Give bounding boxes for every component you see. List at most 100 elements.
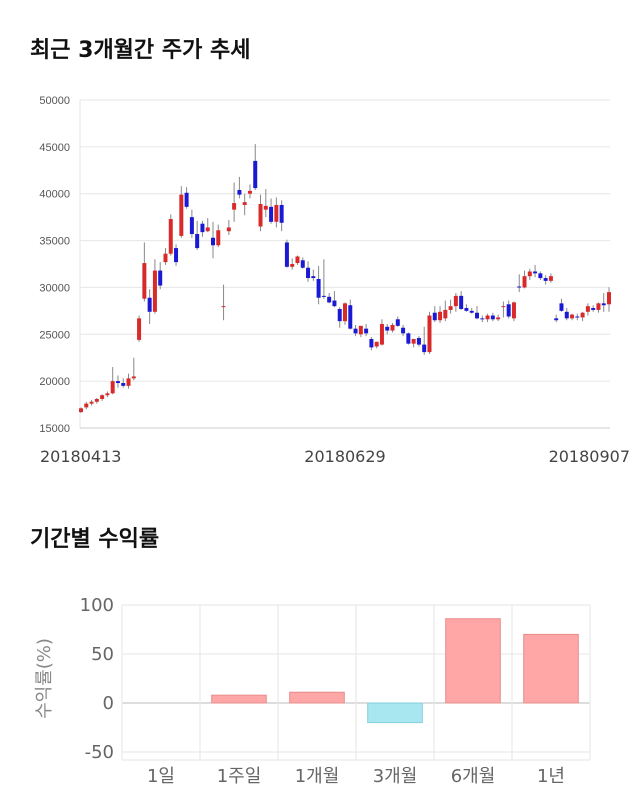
- candle: [321, 259, 326, 299]
- candle-body: [300, 260, 305, 268]
- candle-body: [422, 344, 427, 353]
- candle-body: [575, 316, 580, 318]
- candle-body: [115, 381, 120, 384]
- candle: [607, 287, 611, 312]
- candle: [527, 268, 532, 280]
- candle: [152, 259, 157, 314]
- candle-body: [406, 333, 411, 344]
- candle-body: [94, 398, 99, 402]
- candle: [274, 197, 279, 228]
- candle: [279, 200, 284, 232]
- x-tick-label: 20180629: [304, 447, 385, 466]
- candle-body: [411, 338, 416, 344]
- candle: [580, 311, 585, 322]
- candle-body: [585, 306, 590, 312]
- y-tick-label: 50: [91, 644, 114, 665]
- candle-body: [343, 303, 347, 322]
- y-tick-label: 45000: [39, 142, 70, 154]
- candle: [358, 325, 363, 338]
- candle-body: [364, 328, 369, 334]
- candle-body: [211, 237, 215, 246]
- candle: [221, 284, 226, 321]
- candle: [522, 270, 527, 289]
- candle-body: [311, 276, 316, 279]
- candle: [94, 398, 99, 404]
- candle-body: [459, 295, 464, 309]
- candle-body: [279, 204, 284, 223]
- candle: [179, 186, 184, 238]
- candle-body: [570, 314, 575, 319]
- candle: [538, 271, 543, 280]
- category-label: 1주일: [217, 766, 262, 787]
- candle: [511, 301, 516, 322]
- return-bar: [523, 633, 579, 704]
- candle: [184, 187, 189, 209]
- candle: [374, 341, 379, 349]
- candle: [211, 221, 215, 259]
- y-tick-label: 35000: [39, 236, 70, 248]
- y-tick-label: 20000: [39, 376, 70, 388]
- candle-body: [79, 408, 83, 413]
- candle: [585, 303, 590, 316]
- candle-body: [332, 300, 337, 307]
- candle: [385, 323, 390, 335]
- candle-body: [295, 256, 300, 264]
- candle: [290, 258, 295, 270]
- candle-body: [200, 223, 205, 233]
- candle: [448, 299, 453, 314]
- candle-body: [247, 190, 252, 194]
- candle: [174, 244, 179, 266]
- return-bar: [289, 691, 345, 704]
- candle: [390, 323, 395, 333]
- candle: [453, 293, 458, 312]
- candle: [89, 399, 94, 406]
- candle-body: [353, 328, 358, 334]
- candle-body: [237, 189, 242, 195]
- candle-body: [189, 217, 194, 235]
- candle: [121, 378, 126, 388]
- candle: [459, 291, 464, 310]
- candle-body: [379, 323, 384, 345]
- candle: [337, 307, 342, 328]
- y-tick-label: 50000: [39, 95, 70, 107]
- candle-body: [591, 308, 596, 310]
- candle-body: [527, 271, 532, 277]
- y-axis-label: 수익률(%): [34, 638, 55, 719]
- candle: [205, 218, 210, 233]
- candle-body: [348, 305, 353, 329]
- candle-body: [538, 273, 543, 279]
- candle-body: [596, 303, 601, 310]
- y-tick-label: 0: [103, 693, 114, 714]
- candle: [501, 301, 506, 318]
- candle-body: [480, 318, 485, 320]
- candle-body: [316, 278, 321, 298]
- candle-body: [448, 306, 453, 310]
- candle-body: [427, 315, 432, 353]
- candle-body: [168, 219, 173, 254]
- candle-body: [232, 203, 237, 210]
- candle-body: [110, 381, 115, 394]
- candle: [195, 220, 200, 250]
- candle: [601, 293, 606, 312]
- y-tick-label: 25000: [39, 329, 70, 341]
- candle: [232, 182, 237, 222]
- candle: [216, 224, 221, 248]
- candle: [554, 314, 559, 323]
- candle: [126, 373, 131, 389]
- candle-body: [274, 204, 279, 222]
- candle-body: [131, 376, 136, 379]
- candle-body: [179, 194, 184, 236]
- candle-body: [469, 310, 474, 313]
- candle: [559, 298, 564, 312]
- candle: [490, 312, 495, 322]
- candle-body: [438, 311, 443, 321]
- y-tick-label: 30000: [39, 282, 70, 294]
- period-return-title: 기간별 수익률: [30, 527, 160, 552]
- y-tick-label: -50: [85, 742, 114, 763]
- candle: [401, 324, 406, 337]
- candlestick-chart: 15000 20000 25000 30000 35000 40000 45000 50000…: [39, 95, 630, 466]
- candle-body: [163, 253, 168, 263]
- candle-body: [401, 327, 406, 334]
- candle-body: [517, 286, 522, 288]
- candle: [115, 375, 120, 388]
